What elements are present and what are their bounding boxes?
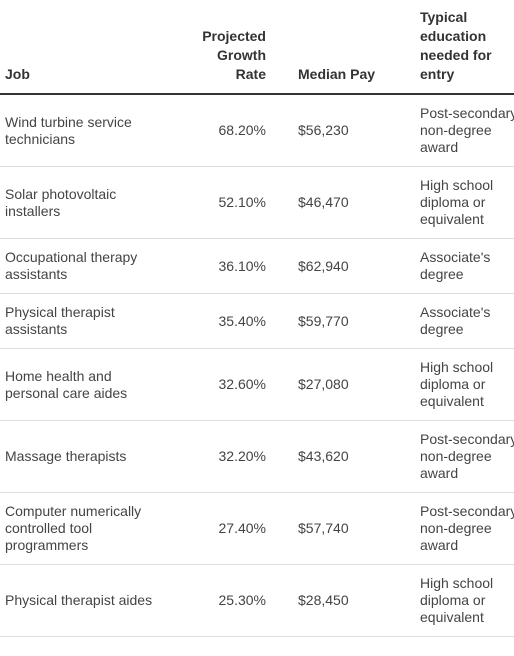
table-cell: High school diploma or equivalent [420, 348, 514, 421]
table-cell: Physical therapist aides [0, 564, 185, 637]
table-row: Computer numerically controlled tool pro… [0, 492, 514, 565]
column-header: Median Pay [266, 0, 420, 95]
column-header: Typical education needed for entry [420, 0, 514, 95]
table-cell: High school diploma or equivalent [420, 564, 514, 637]
table-row: Massage therapists 32.20% $43,620 Post-seco… [0, 420, 514, 493]
table-cell: $43,620 [266, 420, 420, 493]
table-cell: Post-secondary non-degree award [420, 94, 514, 167]
table-row: Physical therapist aides 25.30% $28,450 Hig… [0, 564, 514, 637]
table-cell: $46,470 [266, 166, 420, 239]
table-cell: Occupational therapy assistants [0, 238, 185, 294]
table-cell: $27,080 [266, 348, 420, 421]
table-row: Wind turbine service technicians 68.20% $5… [0, 94, 514, 167]
table-cell: 32.20% [185, 420, 266, 493]
table-cell: 52.10% [185, 166, 266, 239]
table-row: Home health and personal care aides 32.60… [0, 348, 514, 421]
table-cell: Home health and personal care aides [0, 348, 185, 421]
table-cell: $28,450 [266, 564, 420, 637]
table-cell: 32.60% [185, 348, 266, 421]
table-cell: Post-secondary non-degree award [420, 420, 514, 493]
table-cell: Physical therapist assistants [0, 293, 185, 349]
table-cell: Computer numerically controlled tool pro… [0, 492, 185, 565]
column-header: Job [0, 0, 185, 95]
job-table: Job Projected Growth Rate Median Pay Typica… [0, 0, 514, 637]
table-cell: Associate's degree [420, 293, 514, 349]
table-cell: Solar photovoltaic installers [0, 166, 185, 239]
table-cell: 25.30% [185, 564, 266, 637]
table-cell: $59,770 [266, 293, 420, 349]
table-cell: $57,740 [266, 492, 420, 565]
table-cell: Wind turbine service technicians [0, 94, 185, 167]
table-row: Occupational therapy assistants 36.10% $62… [0, 238, 514, 294]
table-cell: $62,940 [266, 238, 420, 294]
table-cell: 35.40% [185, 293, 266, 349]
header-row: Job Projected Growth Rate Median Pay Typica… [0, 0, 514, 95]
table-cell: Associate's degree [420, 238, 514, 294]
table-body: Wind turbine service technicians 68.20% $5… [0, 94, 514, 637]
table-cell: Post-secondary non-degree award [420, 492, 514, 565]
table-cell: 36.10% [185, 238, 266, 294]
table-cell: 27.40% [185, 492, 266, 565]
table-cell: High school diploma or equivalent [420, 166, 514, 239]
table-cell: $56,230 [266, 94, 420, 167]
table-cell: Massage therapists [0, 420, 185, 493]
table-cell: 68.20% [185, 94, 266, 167]
table-row: Physical therapist assistants 35.40% $59,7… [0, 293, 514, 349]
column-header: Projected Growth Rate [185, 0, 266, 95]
table-row: Solar photovoltaic installers 52.10% $46,4… [0, 166, 514, 239]
